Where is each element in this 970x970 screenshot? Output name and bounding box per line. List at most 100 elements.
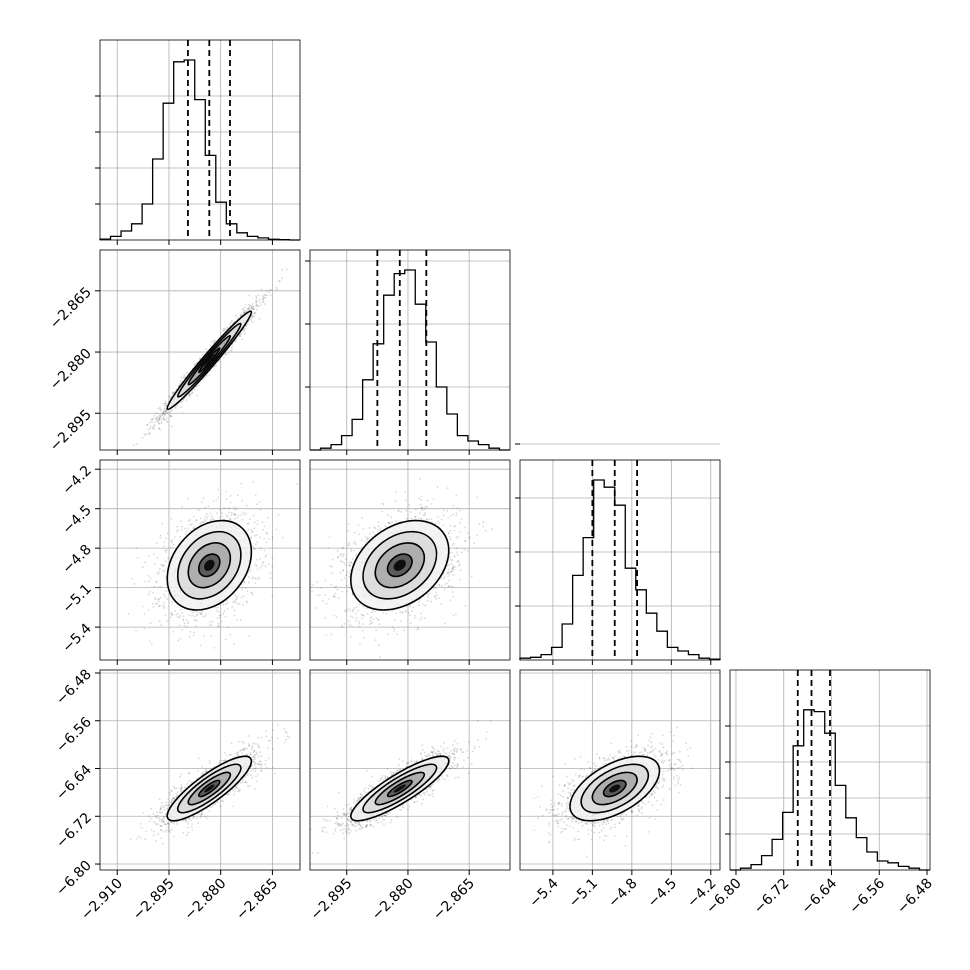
sample-point bbox=[170, 540, 173, 543]
sample-point bbox=[253, 308, 256, 310]
sample-point bbox=[426, 499, 429, 502]
sample-point bbox=[187, 622, 190, 625]
sample-point bbox=[136, 556, 139, 559]
sample-point bbox=[196, 385, 198, 388]
sample-point bbox=[422, 603, 425, 606]
sample-point bbox=[153, 414, 155, 417]
panel-content bbox=[100, 250, 300, 450]
sample-point bbox=[163, 409, 166, 412]
sample-point bbox=[217, 496, 220, 499]
sample-point bbox=[218, 516, 221, 519]
sample-point bbox=[177, 529, 180, 532]
sample-point bbox=[438, 584, 441, 586]
sample-point bbox=[266, 294, 268, 297]
sample-point bbox=[464, 540, 467, 542]
sample-point bbox=[162, 412, 165, 414]
sample-point bbox=[345, 563, 348, 566]
sample-point bbox=[256, 305, 259, 308]
sample-point bbox=[258, 318, 261, 320]
sample-point bbox=[437, 515, 439, 518]
sample-point bbox=[330, 633, 333, 636]
sample-point bbox=[203, 615, 206, 618]
sample-point bbox=[166, 598, 169, 601]
sample-point bbox=[243, 514, 246, 516]
sample-point bbox=[234, 340, 237, 342]
sample-point bbox=[450, 571, 452, 574]
sample-point bbox=[143, 627, 146, 630]
sample-point bbox=[225, 353, 227, 356]
sample-point bbox=[440, 577, 443, 580]
sample-point bbox=[378, 623, 381, 626]
sample-point bbox=[343, 577, 346, 579]
sample-point bbox=[249, 537, 252, 540]
sample-point bbox=[193, 619, 196, 621]
sample-point bbox=[157, 419, 160, 422]
sample-point bbox=[370, 621, 373, 624]
sample-point bbox=[220, 512, 223, 514]
sample-point bbox=[280, 277, 283, 280]
sample-point bbox=[233, 514, 236, 516]
sample-point bbox=[255, 565, 258, 568]
sample-point bbox=[254, 305, 257, 307]
sample-point bbox=[232, 601, 235, 604]
sample-point bbox=[430, 503, 433, 505]
sample-point bbox=[179, 401, 182, 404]
sample-point bbox=[222, 329, 225, 332]
sample-point bbox=[182, 398, 185, 401]
sample-point bbox=[409, 622, 412, 624]
sample-point bbox=[417, 601, 420, 603]
sample-point bbox=[189, 523, 191, 526]
sample-point bbox=[452, 568, 455, 571]
sample-point bbox=[252, 315, 255, 318]
sample-point bbox=[201, 610, 204, 613]
sample-point bbox=[160, 408, 162, 410]
sample-point bbox=[388, 522, 390, 524]
sample-point bbox=[255, 294, 258, 297]
sample-point bbox=[233, 593, 236, 596]
sample-point bbox=[156, 420, 159, 423]
sample-point bbox=[176, 615, 179, 618]
sample-point bbox=[259, 547, 262, 550]
sample-point bbox=[239, 334, 242, 337]
sample-point bbox=[215, 609, 218, 612]
sample-point bbox=[449, 556, 452, 559]
sample-point bbox=[158, 418, 160, 420]
sample-point bbox=[213, 518, 215, 521]
sample-point bbox=[221, 620, 223, 623]
sample-point bbox=[191, 391, 193, 394]
sample-point bbox=[250, 592, 252, 595]
sample-point bbox=[343, 562, 346, 565]
sample-point bbox=[148, 590, 151, 593]
sample-point bbox=[409, 605, 412, 608]
sample-point bbox=[205, 348, 208, 351]
sample-point bbox=[381, 502, 384, 505]
sample-point bbox=[149, 432, 151, 435]
panel-frame bbox=[99, 39, 301, 241]
sample-point bbox=[169, 397, 172, 399]
sample-point bbox=[262, 300, 265, 303]
sample-point bbox=[177, 639, 180, 642]
sample-point bbox=[424, 512, 426, 514]
sample-point bbox=[192, 634, 195, 637]
sample-point bbox=[188, 614, 191, 617]
sample-point bbox=[252, 545, 254, 548]
sample-point bbox=[170, 517, 173, 520]
sample-point bbox=[135, 546, 138, 549]
sample-point bbox=[384, 525, 387, 528]
sample-point bbox=[256, 304, 258, 307]
sample-point bbox=[223, 328, 226, 331]
sample-point bbox=[135, 629, 137, 632]
sample-point bbox=[204, 516, 207, 518]
sample-point bbox=[169, 411, 172, 414]
sample-point bbox=[358, 621, 360, 623]
sample-point bbox=[253, 527, 256, 530]
sample-point bbox=[155, 412, 158, 415]
sample-point bbox=[369, 619, 372, 622]
sample-point bbox=[264, 555, 267, 558]
sample-point bbox=[180, 608, 183, 611]
sample-point bbox=[252, 307, 255, 310]
sample-point bbox=[226, 515, 229, 518]
sample-point bbox=[447, 568, 450, 571]
sample-point bbox=[152, 426, 154, 429]
sample-point bbox=[183, 376, 186, 379]
